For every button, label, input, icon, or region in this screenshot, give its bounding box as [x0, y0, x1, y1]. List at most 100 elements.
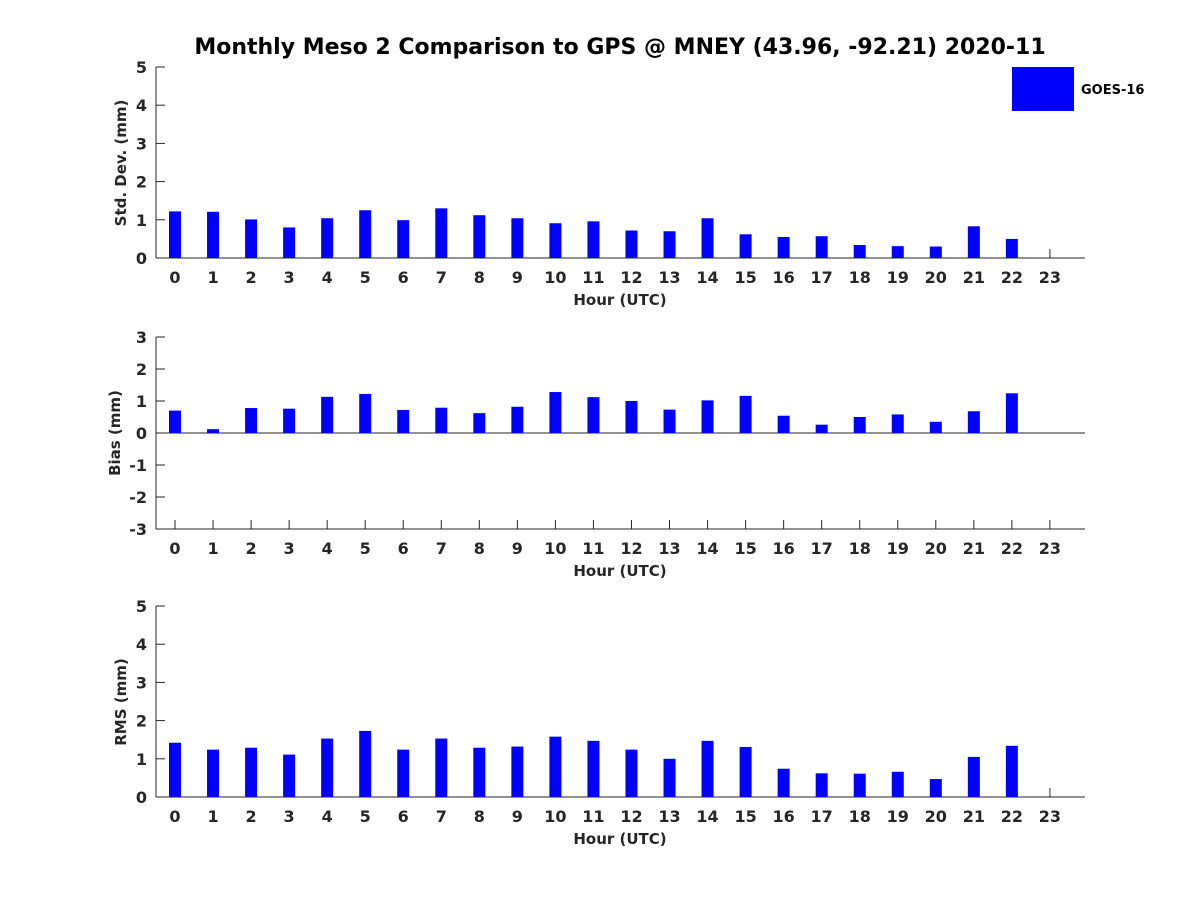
x-tick-label: 17 [811, 539, 833, 558]
bar-hour-14 [701, 740, 714, 797]
x-tick-label: 0 [169, 539, 180, 558]
bar-hour-19 [891, 246, 904, 258]
y-tick-label: -2 [129, 488, 147, 507]
bar-hour-12 [625, 749, 638, 797]
x-tick-label: 3 [284, 268, 295, 287]
x-tick-label: 20 [925, 268, 947, 287]
bar-hour-21 [967, 411, 980, 433]
y-tick-label: 3 [136, 673, 147, 692]
x-tick-label: 2 [246, 539, 257, 558]
bar-hour-2 [245, 747, 258, 797]
bar-hour-11 [587, 740, 600, 797]
x-tick-label: 15 [734, 539, 756, 558]
bar-hour-8 [473, 215, 486, 258]
x-tick-label: 23 [1039, 268, 1061, 287]
legend: GOES-16 [1012, 67, 1144, 111]
bar-hour-1 [207, 429, 220, 433]
x-tick-label: 12 [620, 268, 642, 287]
bar-hour-3 [283, 227, 296, 258]
x-tick-label: 23 [1039, 539, 1061, 558]
x-tick-label: 15 [734, 268, 756, 287]
x-tick-label: 7 [436, 268, 447, 287]
bar-hour-6 [397, 220, 410, 258]
x-tick-label: 21 [963, 807, 985, 826]
bar-hour-20 [929, 421, 942, 433]
x-tick-label: 4 [322, 807, 333, 826]
bar-hour-14 [701, 400, 714, 433]
y-tick-label: 1 [136, 211, 147, 230]
x-tick-label: 13 [658, 268, 680, 287]
bar-hour-12 [625, 230, 638, 258]
bar-hour-4 [321, 396, 334, 433]
x-tick-label: 5 [360, 539, 371, 558]
x-tick-label: 22 [1001, 539, 1023, 558]
bar-hour-5 [359, 210, 372, 258]
bar-hour-15 [739, 746, 752, 797]
bar-hour-9 [511, 218, 524, 258]
x-tick-label: 22 [1001, 268, 1023, 287]
x-tick-label: 4 [322, 268, 333, 287]
bar-hour-8 [473, 747, 486, 797]
bar-hour-3 [283, 408, 296, 433]
legend-swatch [1012, 67, 1074, 111]
y-axis-label: Std. Dev. (mm) [112, 100, 130, 227]
bar-hour-13 [663, 758, 676, 797]
bar-hour-22 [1005, 745, 1018, 797]
bar-hour-4 [321, 218, 334, 258]
x-axis-label: Hour (UTC) [573, 830, 666, 848]
x-tick-label: 13 [658, 539, 680, 558]
y-tick-label: 0 [136, 788, 147, 807]
x-tick-label: 20 [925, 807, 947, 826]
x-tick-label: 3 [284, 539, 295, 558]
x-tick-label: 6 [398, 539, 409, 558]
bar-hour-2 [245, 219, 258, 258]
bar-hour-8 [473, 413, 486, 433]
x-tick-label: 7 [436, 539, 447, 558]
x-tick-label: 19 [887, 268, 909, 287]
y-tick-label: 1 [136, 750, 147, 769]
x-tick-label: 16 [773, 539, 795, 558]
bar-hour-16 [777, 236, 790, 258]
x-tick-label: 2 [246, 268, 257, 287]
bar-hour-7 [435, 738, 448, 797]
bar-hour-22 [1005, 393, 1018, 433]
bar-hour-11 [587, 397, 600, 433]
bar-hour-9 [511, 746, 524, 797]
bar-hour-7 [435, 208, 448, 258]
x-tick-label: 21 [963, 268, 985, 287]
y-tick-label: 2 [136, 360, 147, 379]
x-tick-label: 9 [512, 268, 523, 287]
x-tick-label: 23 [1039, 807, 1061, 826]
bar-hour-10 [549, 736, 562, 797]
x-tick-label: 6 [398, 268, 409, 287]
x-tick-label: 17 [811, 268, 833, 287]
x-tick-label: 21 [963, 539, 985, 558]
y-tick-label: -1 [129, 456, 147, 475]
bar-hour-14 [701, 218, 714, 258]
bar-hour-19 [891, 414, 904, 433]
y-tick-label: 0 [136, 424, 147, 443]
y-tick-label: 4 [136, 635, 147, 654]
bar-hour-15 [739, 234, 752, 258]
x-tick-label: 18 [849, 807, 871, 826]
x-tick-label: 8 [474, 268, 485, 287]
bar-hour-17 [815, 424, 828, 433]
x-tick-label: 15 [734, 807, 756, 826]
x-tick-label: 14 [696, 268, 718, 287]
x-tick-label: 17 [811, 807, 833, 826]
x-tick-label: 2 [246, 807, 257, 826]
bar-hour-6 [397, 749, 410, 797]
bar-hour-7 [435, 407, 448, 433]
bar-hour-4 [321, 738, 334, 797]
bar-hour-18 [853, 773, 866, 797]
y-tick-label: -3 [129, 520, 147, 539]
y-tick-label: 3 [136, 328, 147, 347]
bar-hour-17 [815, 236, 828, 258]
y-tick-label: 5 [136, 58, 147, 77]
x-tick-label: 3 [284, 807, 295, 826]
bar-hour-10 [549, 392, 562, 433]
